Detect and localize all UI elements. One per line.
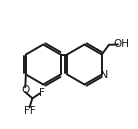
Text: N: N [100, 70, 108, 80]
Text: F: F [39, 88, 45, 98]
Text: FF: FF [24, 106, 35, 116]
Text: OH: OH [113, 39, 129, 49]
Text: O: O [21, 85, 29, 95]
